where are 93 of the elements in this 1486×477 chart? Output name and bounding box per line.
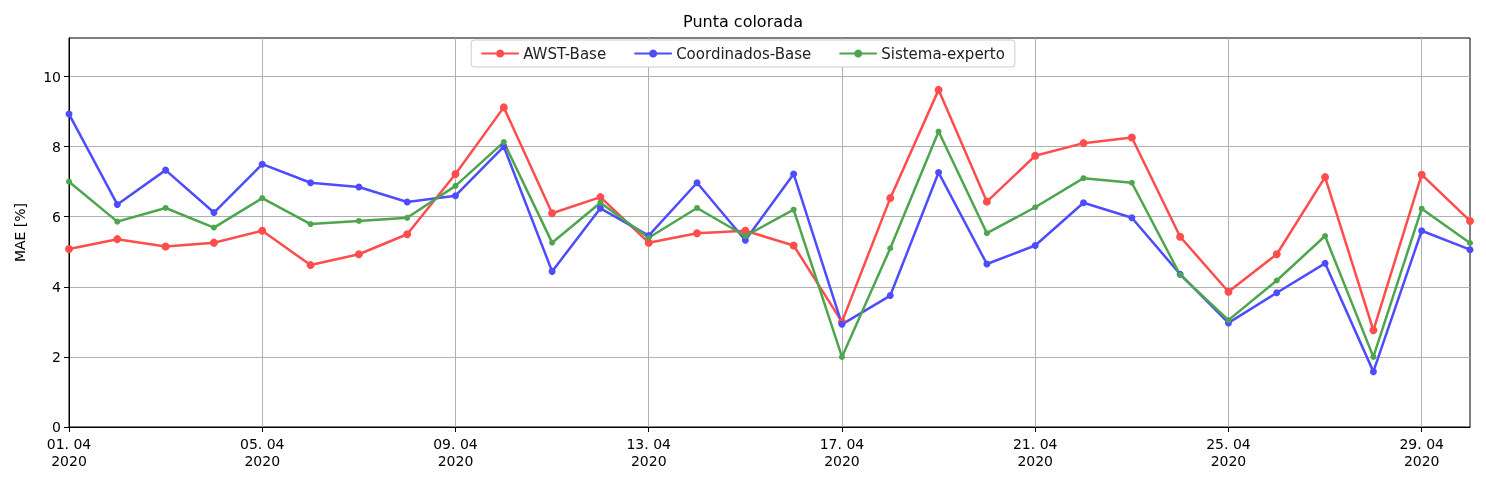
point (1322, 233, 1329, 239)
x-tick-label: 13. 04 2020 (626, 435, 672, 469)
x-tick-label: 25. 04 2020 (1206, 435, 1251, 469)
point (307, 179, 315, 187)
point (549, 239, 556, 246)
point (789, 241, 798, 250)
point (935, 169, 943, 177)
point (1321, 173, 1330, 182)
legend-label: Sistema-experto (881, 44, 1005, 63)
point (1224, 287, 1233, 296)
point (694, 204, 701, 211)
point (1466, 246, 1474, 254)
point (1032, 204, 1039, 211)
point (1417, 170, 1426, 179)
point (1176, 232, 1185, 241)
point (451, 192, 459, 200)
x-tick-label: 05. 04 2020 (239, 435, 285, 469)
point (209, 238, 218, 247)
point (887, 245, 894, 252)
point (982, 197, 991, 206)
point (1080, 175, 1087, 182)
legend-label: AWST-Base (523, 44, 607, 63)
legend-label: Coordinados-Base (676, 44, 812, 63)
point (1321, 259, 1329, 267)
point (1272, 250, 1281, 259)
point (162, 166, 170, 174)
point (404, 214, 411, 221)
point (1369, 368, 1377, 376)
point (838, 353, 845, 360)
point (983, 230, 990, 237)
point (259, 195, 266, 202)
point (258, 226, 267, 235)
y-tick-label: 0 (52, 419, 61, 435)
point (1273, 289, 1281, 297)
x-tick-label: 29. 04 2020 (1399, 435, 1445, 469)
point (1127, 133, 1136, 142)
point (355, 183, 363, 191)
x-tick-label: 09. 04 2020 (433, 435, 478, 469)
point (307, 221, 314, 228)
point (1466, 216, 1474, 225)
point (452, 182, 459, 189)
point (500, 139, 507, 146)
point (306, 261, 315, 270)
point (65, 244, 73, 253)
point (596, 204, 604, 212)
point (934, 85, 943, 94)
x-tick-label: 01. 04 2020 (46, 435, 92, 469)
y-tick-label: 8 (52, 138, 61, 155)
point (1031, 151, 1040, 160)
point (693, 179, 701, 187)
point (597, 199, 604, 206)
point (548, 209, 557, 218)
point (693, 229, 702, 238)
point (1418, 205, 1425, 212)
x-tick-label: 21. 04 2020 (1012, 435, 1058, 469)
point (1128, 179, 1135, 186)
point (1467, 240, 1473, 247)
point (935, 128, 942, 135)
point (1031, 241, 1039, 249)
y-tick-label: 6 (52, 208, 62, 225)
point (161, 242, 170, 251)
point (790, 206, 797, 213)
chart-title: Punta colorada (683, 11, 803, 31)
point (1128, 214, 1136, 222)
point (1273, 277, 1280, 284)
y-tick-label: 2 (52, 348, 61, 365)
point (742, 233, 749, 239)
x-tick-label: 17. 04 2020 (819, 435, 865, 469)
point (1369, 326, 1378, 335)
point (1080, 199, 1088, 207)
y-axis-title: MAE [%] (12, 202, 28, 263)
y-tick-label: 10 (43, 68, 61, 85)
point (354, 250, 363, 259)
point (210, 224, 217, 231)
point (1370, 353, 1377, 360)
point (113, 235, 122, 244)
point (1418, 227, 1426, 235)
point (114, 218, 121, 225)
point (66, 178, 72, 185)
point (886, 194, 895, 203)
point (790, 170, 798, 178)
point (258, 160, 266, 168)
point (210, 209, 218, 217)
point (451, 169, 460, 178)
point (548, 267, 556, 275)
point (499, 103, 508, 112)
point (403, 230, 412, 239)
point (355, 217, 362, 224)
point (886, 292, 894, 300)
point (113, 200, 121, 208)
point (1079, 139, 1088, 148)
point (162, 204, 169, 211)
y-tick-label: 4 (52, 278, 62, 295)
